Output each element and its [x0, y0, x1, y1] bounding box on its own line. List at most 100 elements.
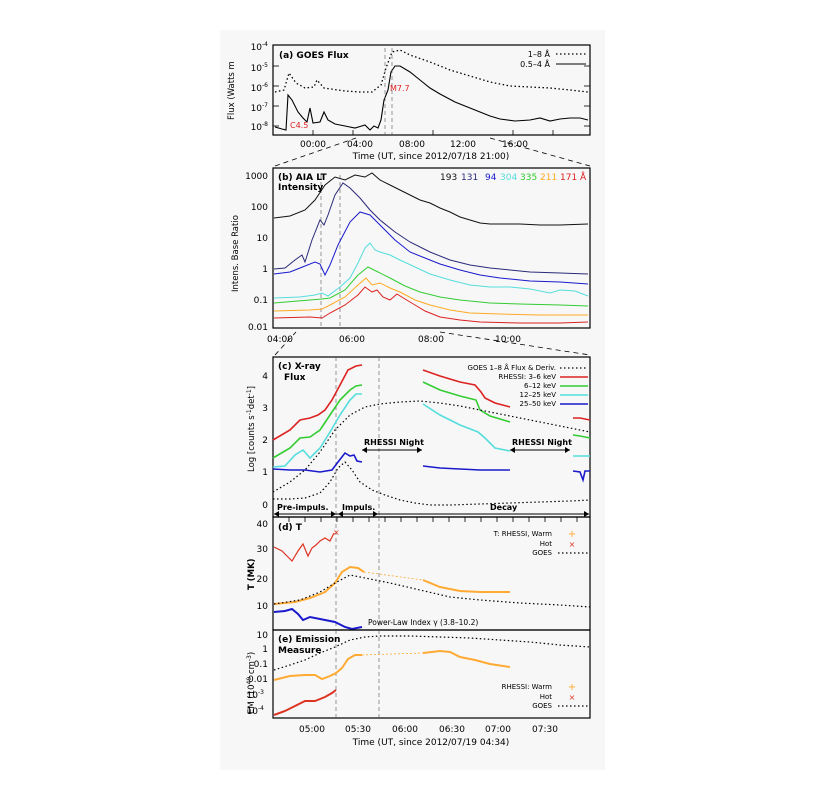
panel-b-ylabel: Intens. Base Ratio — [231, 215, 241, 292]
panel-b-legend: 193 131 94 304 335 211 171 Å — [440, 171, 587, 183]
c45-annotation: C4.5 — [290, 121, 308, 130]
panel-d-temperature: 40 30 20 10 T (MK) × (d) T — [247, 516, 591, 631]
panel-d-legend: T: RHESSI, Warm + Hot × GOES — [493, 529, 588, 557]
panel-e-ylabel: EM (1049 cm-3) — [246, 652, 257, 714]
svg-text:×: × — [569, 693, 576, 702]
svg-text:×: × — [333, 528, 340, 537]
svg-text:GOES: GOES — [532, 702, 552, 710]
svg-text:12:00: 12:00 — [450, 140, 476, 150]
svg-text:06:00: 06:00 — [392, 725, 418, 735]
svg-text:10-4: 10-4 — [251, 41, 269, 53]
panel-a-ylabel: Flux (Watts m — [227, 61, 237, 120]
svg-text:131: 131 — [461, 173, 478, 183]
panel-e-title-2: Measure — [278, 646, 321, 656]
svg-text:10:00: 10:00 — [495, 335, 521, 345]
legend-1-8: 1–8 Å — [528, 48, 551, 59]
panel-a-goes-flux: 10-4 10-5 10-6 10-7 10-8 Flux (Watts m — [227, 41, 591, 167]
panel-c-legend: GOES 1–8 Å Flux & Deriv. RHESSI: 3–6 keV… — [468, 363, 588, 408]
svg-text:20: 20 — [257, 575, 269, 585]
m77-annotation: M7.7 — [390, 84, 410, 93]
svg-text:T: RHESSI, Warm: T: RHESSI, Warm — [493, 530, 553, 538]
svg-text:GOES: GOES — [532, 549, 552, 557]
panel-b-title-2: Intensity — [278, 183, 323, 193]
svg-text:08:00: 08:00 — [418, 335, 444, 345]
svg-text:304: 304 — [500, 173, 517, 183]
panel-a-xlabel: Time (UT, since 2012/07/18 21:00) — [352, 152, 510, 162]
svg-text:4: 4 — [262, 372, 268, 382]
svg-text:94: 94 — [485, 173, 497, 183]
svg-text:+: + — [568, 529, 576, 540]
svg-text:12–25 keV: 12–25 keV — [520, 391, 557, 399]
svg-text:0: 0 — [262, 501, 268, 511]
svg-text:07:00: 07:00 — [485, 725, 511, 735]
panel-e-emission-measure: 10 1 0.1 0.01 10-3 10-4 EM (1049 cm-3) — [246, 629, 591, 748]
panel-c-ylabel: Log [counts s-1det-1] — [246, 386, 257, 472]
svg-text:Hot: Hot — [540, 540, 553, 548]
figure-background — [220, 30, 605, 770]
svg-text:RHESSI: 3–6 keV: RHESSI: 3–6 keV — [498, 373, 556, 381]
svg-text:04:00: 04:00 — [267, 335, 293, 345]
svg-text:RHESSI: Warm: RHESSI: Warm — [502, 683, 553, 691]
svg-text:+: + — [568, 682, 576, 693]
decay-label: Decay — [490, 503, 518, 512]
svg-text:0.01: 0.01 — [248, 323, 268, 333]
panel-e-legend: RHESSI: Warm + Hot × GOES — [502, 682, 588, 710]
svg-text:10-8: 10-8 — [251, 121, 269, 133]
svg-text:0.01: 0.01 — [248, 675, 268, 685]
svg-text:10: 10 — [257, 631, 269, 641]
svg-text:1: 1 — [262, 265, 268, 275]
svg-text:30: 30 — [257, 545, 269, 555]
svg-text:2: 2 — [262, 436, 268, 446]
svg-text:10-6: 10-6 — [251, 82, 269, 94]
svg-text:40: 40 — [257, 520, 269, 530]
panel-d-ylabel: T (MK) — [247, 558, 257, 590]
panel-e-title-1: (e) Emission — [278, 635, 340, 645]
svg-text:211: 211 — [540, 173, 557, 183]
svg-text:0.1: 0.1 — [254, 296, 268, 306]
panel-c-xray-flux: 4 3 2 1 0 Log [counts s-1det-1] — [246, 356, 591, 518]
panel-b-aia-intensity: 1000 100 10 1 0.1 0.01 Intens. Base Rati… — [231, 167, 591, 356]
svg-text:193: 193 — [440, 173, 457, 183]
svg-text:1: 1 — [262, 645, 268, 655]
panel-d-title: (d) T — [278, 523, 303, 533]
impulsive-label: Impuls. — [342, 503, 375, 512]
svg-text:10: 10 — [257, 602, 269, 612]
panel-c-title-1: (c) X-ray — [278, 362, 321, 372]
svg-text:16:00: 16:00 — [502, 140, 528, 150]
panel-a-title: (a) GOES Flux — [279, 51, 349, 61]
svg-text:3: 3 — [262, 404, 268, 414]
panel-e-xlabel: Time (UT, since 2012/07/19 04:34) — [352, 738, 510, 748]
panel-b-title-1: (b) AIA LT — [278, 173, 327, 183]
svg-text:GOES 1–8 Å Flux & Deriv.: GOES 1–8 Å Flux & Deriv. — [468, 363, 556, 372]
svg-text:04:00: 04:00 — [347, 140, 373, 150]
rhessi-night-1: RHESSI Night — [364, 438, 424, 447]
svg-text:100: 100 — [251, 203, 268, 213]
svg-text:10-4: 10-4 — [247, 705, 265, 717]
svg-text:00:00: 00:00 — [300, 140, 326, 150]
legend-0.5-4: 0.5–4 Å — [520, 58, 550, 69]
rhessi-night-2: RHESSI Night — [512, 438, 572, 447]
svg-text:10-5: 10-5 — [251, 62, 269, 74]
panel-c-title-2: Flux — [284, 373, 306, 383]
svg-text:05:00: 05:00 — [299, 725, 325, 735]
pre-impulsive-label: Pre-impuls. — [277, 503, 329, 512]
svg-text:1000: 1000 — [245, 172, 268, 182]
svg-text:07:30: 07:30 — [532, 725, 558, 735]
svg-text:10-3: 10-3 — [247, 689, 265, 701]
svg-text:Hot: Hot — [540, 693, 553, 701]
svg-text:10: 10 — [257, 234, 269, 244]
svg-text:10-7: 10-7 — [251, 102, 269, 114]
svg-text:25–50 keV: 25–50 keV — [520, 400, 557, 408]
svg-text:6–12 keV: 6–12 keV — [524, 382, 556, 390]
svg-text:×: × — [569, 540, 576, 549]
svg-text:08:00: 08:00 — [399, 140, 425, 150]
svg-text:335: 335 — [520, 173, 537, 183]
svg-text:06:30: 06:30 — [439, 725, 465, 735]
svg-text:06:00: 06:00 — [339, 335, 365, 345]
svg-text:0.1: 0.1 — [254, 660, 268, 670]
svg-text:171 Å: 171 Å — [560, 171, 587, 183]
svg-text:05:30: 05:30 — [345, 725, 371, 735]
svg-text:1: 1 — [262, 468, 268, 478]
